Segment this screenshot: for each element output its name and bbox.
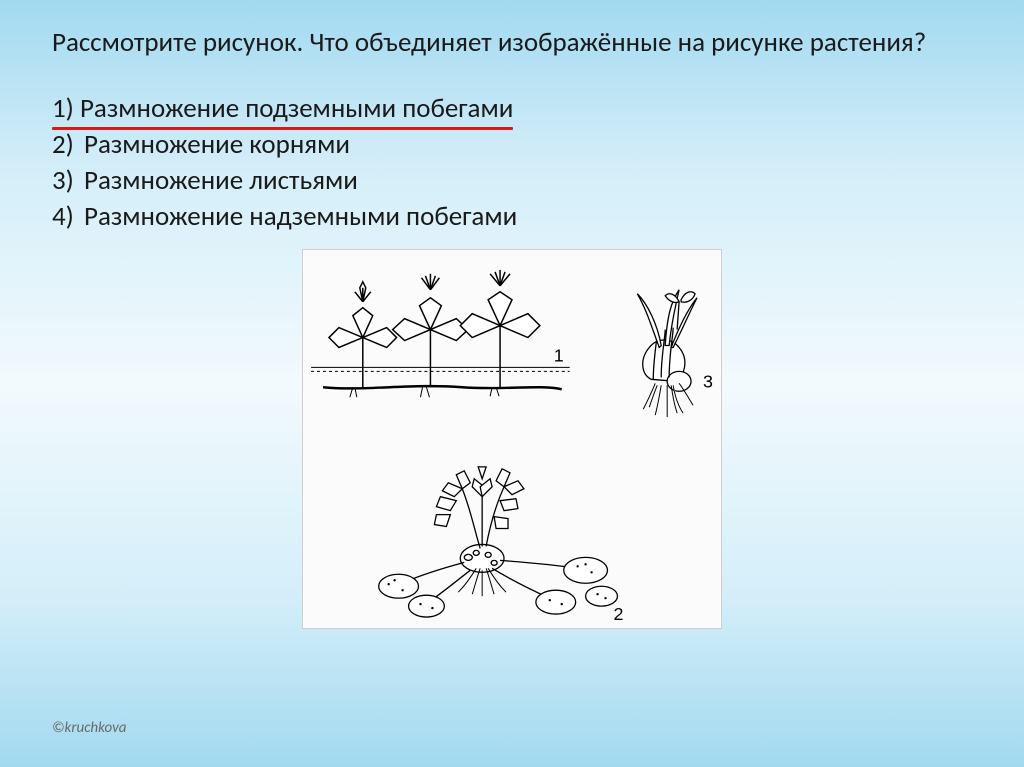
slide-content: Рассмотрите рисунок. Что объединяет изоб… (0, 0, 1024, 629)
plants-svg: 1 (303, 250, 721, 628)
option-3: 3) Размножение листьями (52, 163, 972, 199)
option-2: 2) Размножение корнями (52, 127, 972, 163)
option-number: 1) (52, 92, 74, 125)
option-text: Размножение листьями (84, 163, 358, 199)
figure-diagram: 1 (302, 249, 722, 629)
option-text: Размножение корнями (84, 127, 350, 163)
correct-underline (52, 127, 513, 130)
figure-label-1: 1 (554, 346, 564, 366)
options-list: 1) Размножение подземными побегами 2) Ра… (52, 91, 972, 236)
option-number: 4) (52, 199, 84, 235)
question-text: Рассмотрите рисунок. Что объединяет изоб… (52, 26, 972, 61)
figure-label-3: 3 (703, 372, 713, 392)
option-text: Размножение надземными побегами (84, 199, 517, 235)
option-number: 3) (52, 163, 84, 199)
option-number: 2) (52, 127, 84, 163)
credit-text: ©kruchkova (52, 719, 126, 737)
option-1: 1) Размножение подземными побегами (52, 91, 972, 127)
option-4: 4) Размножение надземными побегами (52, 199, 972, 235)
option-text: Размножение подземными побегами (80, 92, 513, 125)
figure-label-2: 2 (613, 604, 623, 624)
